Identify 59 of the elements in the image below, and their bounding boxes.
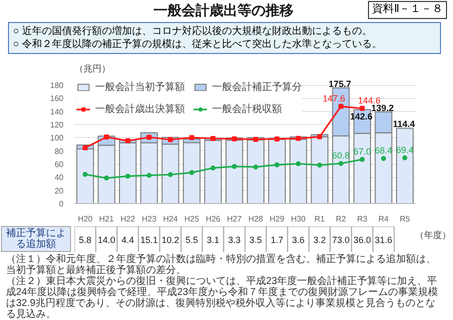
y-tick-label: 100 (50, 134, 64, 143)
x-tick-label: R5 (400, 214, 411, 224)
text: （注１）令和元年度、２年度予算の計数は臨時・特別の措置を含む。補正予算による追加額は、当初予算額と最終補正後予算額の差分。 (6, 254, 437, 276)
total-label: 114.4 (392, 119, 415, 130)
y-tick-label: 60 (54, 160, 64, 170)
data-label: 3.1 (206, 235, 220, 245)
legend-label: 一般会計当初予算額 (95, 80, 185, 94)
x-tick-label: H20 (78, 214, 94, 224)
chart-subtitle: ○ 近年の国債発行額の増加は、コロナ対応以後の大規模な財政出動によるもの。 ○ 令和２年度以降の補正予算の規模は、従来と比べて突出した水準となっている。 (8, 22, 441, 54)
total-label: 175.7 (328, 78, 352, 89)
data-label: 3.2 (313, 235, 326, 245)
x-tick-label: H24 (163, 214, 178, 224)
total-label: 139.2 (371, 102, 394, 113)
total-label: 142.6 (350, 112, 372, 122)
y-tick-label: 160 (50, 94, 64, 104)
data-label: 15.1 (140, 235, 158, 245)
data-label: 36.0 (353, 235, 371, 245)
legend-label: 一般会計補正予算分 (212, 80, 302, 94)
data-label: 144.6 (358, 95, 380, 106)
data-label: 1.7 (270, 235, 284, 245)
data-label: 31.6 (374, 235, 392, 245)
x-tick-label: H28 (248, 214, 264, 224)
x-tick-label: H23 (142, 214, 157, 224)
x-tick-label: R1 (314, 214, 326, 224)
x-tick-label: R3 (357, 214, 368, 224)
data-label: 5.8 (78, 235, 92, 245)
x-tick-label: H22 (120, 214, 136, 224)
text: 資料Ⅱ－１－８ (368, 1, 447, 19)
y-tick-label: 40 (54, 173, 64, 182)
x-tick-label: R4 (378, 214, 390, 224)
chart-title: 一般会計歳出等の推移 (154, 2, 294, 18)
x-tick-label: H29 (270, 214, 285, 224)
x-tick-label: H30 (290, 214, 306, 224)
x-tick-label: H26 (206, 214, 221, 224)
y-tick-label: 0 (59, 200, 64, 208)
text: 補正予算による追加額 (1, 226, 71, 252)
y-tick-label: 180 (50, 81, 64, 90)
text: （注２）東日本大震災からの復旧・復興については、平成23年度一般会計補正予算等に加え、平成24年度以降は復興特会で経理。平成23年度から令和７年度までの復興財源フレームの事業規模は32.9兆円程度であり、その財源は、復興特別税や税外収入等により事業規模と見合うものとなる見込み。 (6, 276, 440, 320)
data-label: 3.5 (249, 235, 262, 245)
data-label: 73.0 (332, 235, 350, 245)
x-tick-label: R2 (336, 214, 347, 224)
legend-label: 一般会計税収額 (212, 102, 282, 116)
data-label: 14.0 (98, 235, 116, 245)
data-label: 10.2 (162, 235, 180, 245)
data-label: 147.6 (322, 93, 346, 104)
data-label: 4.4 (122, 235, 134, 245)
y-axis-title: （兆円） (74, 64, 110, 74)
x-tick-label: H27 (227, 214, 242, 224)
y-tick-label: 140 (50, 107, 64, 116)
x-axis-title: （年度） (415, 229, 451, 242)
data-label: 3.3 (228, 235, 241, 245)
x-tick-label: H21 (99, 214, 114, 224)
x-tick-label: H25 (184, 214, 200, 224)
y-tick-label: 20 (54, 186, 64, 196)
data-label: 3.6 (292, 235, 305, 245)
data-label: 5.5 (185, 235, 198, 245)
legend-label: 一般会計歳出決算額 (95, 102, 185, 116)
y-tick-label: 80 (54, 146, 64, 156)
y-tick-label: 120 (50, 120, 64, 130)
